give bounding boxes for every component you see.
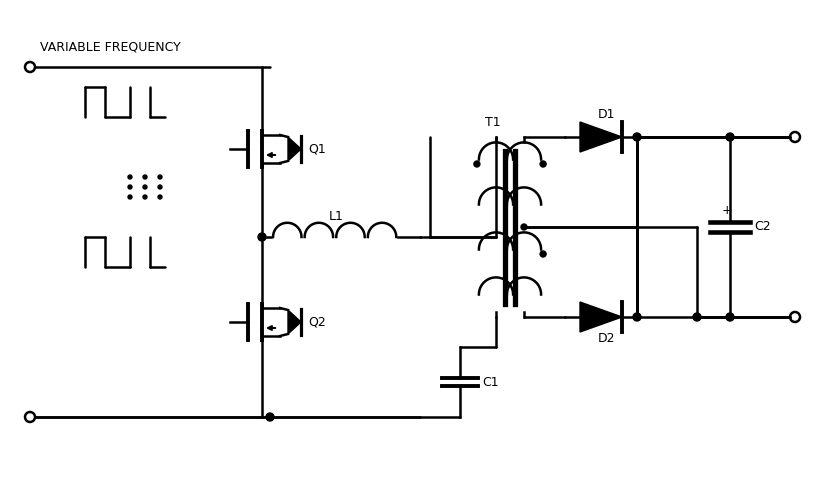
Circle shape [158, 195, 162, 199]
Text: D1: D1 [598, 108, 615, 121]
Circle shape [693, 313, 701, 321]
Circle shape [143, 195, 147, 199]
Circle shape [143, 185, 147, 189]
Circle shape [258, 233, 266, 241]
Text: Q2: Q2 [308, 316, 326, 329]
Circle shape [521, 224, 527, 230]
Text: +: + [722, 203, 732, 217]
Text: L1: L1 [329, 211, 344, 224]
Text: T1: T1 [485, 115, 500, 129]
Circle shape [726, 313, 734, 321]
Circle shape [143, 175, 147, 179]
Circle shape [266, 413, 274, 421]
Circle shape [128, 185, 132, 189]
Circle shape [633, 313, 641, 321]
Circle shape [474, 161, 480, 167]
Circle shape [633, 133, 641, 141]
Text: VARIABLE FREQUENCY: VARIABLE FREQUENCY [40, 40, 181, 54]
Text: Q1: Q1 [308, 143, 326, 156]
Text: C2: C2 [754, 221, 771, 234]
Circle shape [128, 195, 132, 199]
Text: C1: C1 [482, 376, 499, 389]
Polygon shape [288, 137, 301, 161]
Polygon shape [580, 122, 622, 152]
Circle shape [128, 175, 132, 179]
Polygon shape [288, 310, 301, 334]
Text: D2: D2 [598, 332, 615, 345]
Circle shape [726, 133, 734, 141]
Circle shape [540, 251, 546, 257]
Circle shape [158, 185, 162, 189]
Circle shape [540, 161, 546, 167]
Circle shape [158, 175, 162, 179]
Polygon shape [580, 302, 622, 332]
